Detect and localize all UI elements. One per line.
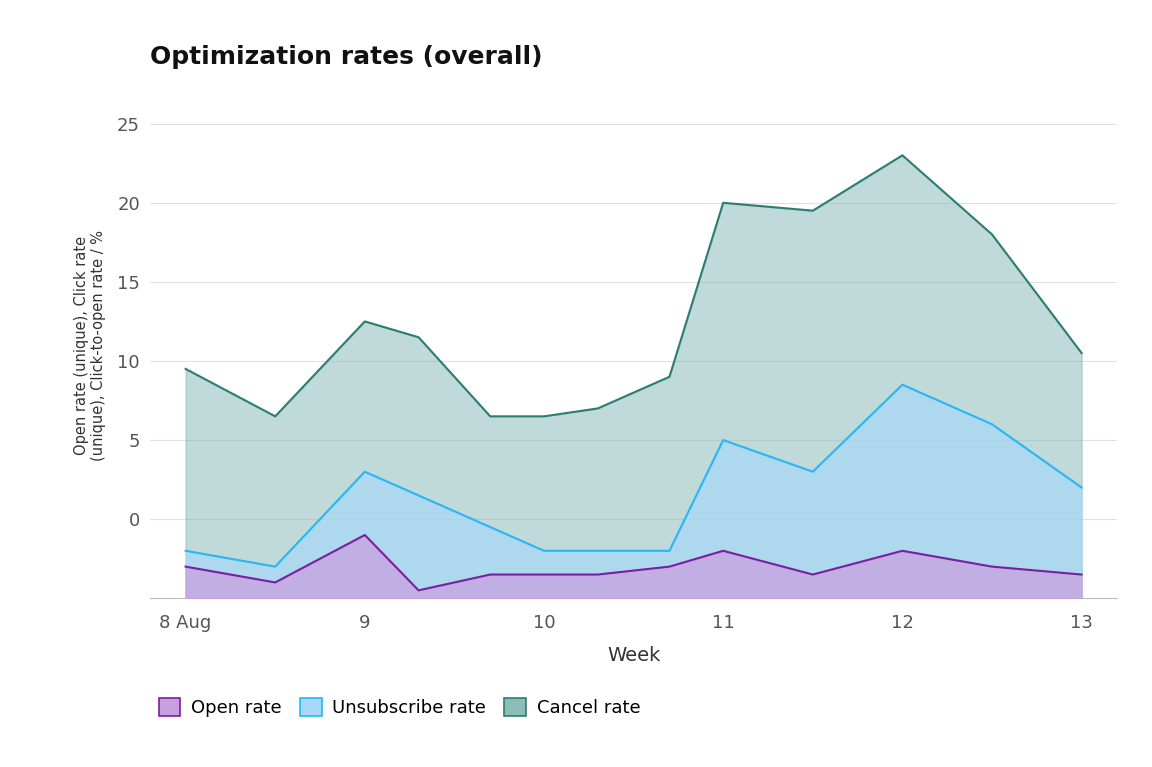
Legend: Open rate, Unsubscribe rate, Cancel rate: Open rate, Unsubscribe rate, Cancel rate	[159, 699, 641, 717]
X-axis label: Week: Week	[607, 646, 660, 665]
Text: Optimization rates (overall): Optimization rates (overall)	[150, 45, 543, 69]
Y-axis label: Open rate (unique), Click rate
(unique), Click-to-open rate / %: Open rate (unique), Click rate (unique),…	[74, 229, 106, 461]
